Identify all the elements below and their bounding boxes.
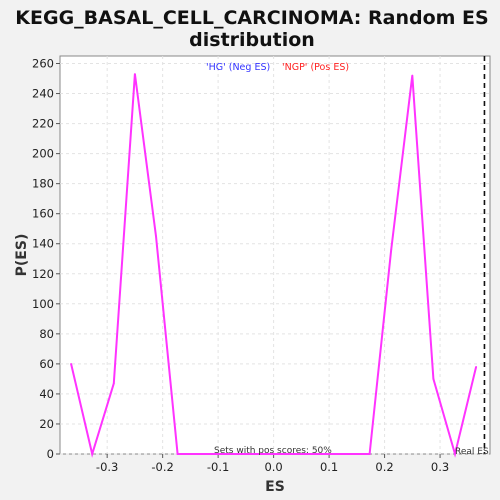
- y-tick-label: 220: [32, 117, 54, 131]
- es-data-point: [112, 382, 115, 385]
- es-data-point: [454, 453, 456, 455]
- es-data-point: [219, 453, 222, 455]
- x-tick-label: 0.3: [431, 460, 449, 474]
- axes: 0 20 40 60 80 100 120 140 160 180 200 220 240 260 -0.3…: [32, 57, 449, 474]
- pos-scores-annotation: Sets with pos scores: 50%: [214, 446, 332, 456]
- es-data-point: [347, 453, 350, 455]
- grid: [60, 56, 490, 455]
- es-data-point: [475, 365, 478, 368]
- y-tick-label: 180: [32, 177, 54, 191]
- x-tick-label: 0.2: [375, 460, 393, 474]
- es-data-point: [134, 73, 136, 75]
- es-data-point: [304, 453, 307, 455]
- es-data-point: [91, 453, 94, 455]
- es-data-point: [432, 378, 435, 380]
- y-tick-label: 60: [39, 357, 54, 371]
- legend-neg-es: 'HG' (Neg ES): [206, 62, 270, 73]
- es-data-point: [240, 453, 243, 455]
- es-data-point: [70, 362, 72, 365]
- chart-title-line1: KEGG_BASAL_CELL_CARCINOMA: Random ES: [15, 7, 488, 29]
- es-data-point: [411, 74, 414, 77]
- y-tick-label: 100: [32, 297, 54, 311]
- y-tick-label: 120: [32, 267, 54, 281]
- y-tick-label: 40: [39, 387, 54, 401]
- x-tick-label: 0.0: [264, 460, 282, 474]
- es-distribution-line: [70, 73, 478, 458]
- x-tick-label: 0.1: [320, 460, 338, 474]
- y-tick-label: 260: [32, 57, 54, 71]
- es-data-point: [368, 453, 371, 455]
- chart-title-line2: distribution: [189, 29, 315, 51]
- es-data-point: [283, 453, 286, 455]
- y-tick-label: 240: [32, 87, 54, 101]
- legend-pos-es: 'NGP' (Pos ES): [282, 62, 349, 73]
- es-data-point: [155, 235, 157, 238]
- x-axis-label: ES: [265, 479, 285, 495]
- real-es-label: Real ES: [455, 447, 489, 457]
- y-tick-label: 200: [32, 147, 54, 161]
- x-tick-label: -0.3: [96, 460, 118, 474]
- y-axis-label: P(ES): [14, 234, 30, 277]
- es-data-point: [262, 453, 264, 455]
- es-data-point: [390, 248, 393, 251]
- y-tick-label: 80: [39, 327, 54, 341]
- es-data-point: [197, 453, 200, 455]
- x-tick-label: -0.1: [207, 460, 229, 474]
- x-tick-label: -0.2: [151, 460, 173, 474]
- y-tick-label: 20: [39, 417, 54, 431]
- y-tick-label: 160: [32, 207, 54, 221]
- y-tick-label: 0: [47, 447, 54, 461]
- y-tick-label: 140: [32, 237, 54, 251]
- series-layer: [70, 73, 478, 458]
- es-data-point: [176, 453, 179, 455]
- es-data-point: [325, 453, 328, 455]
